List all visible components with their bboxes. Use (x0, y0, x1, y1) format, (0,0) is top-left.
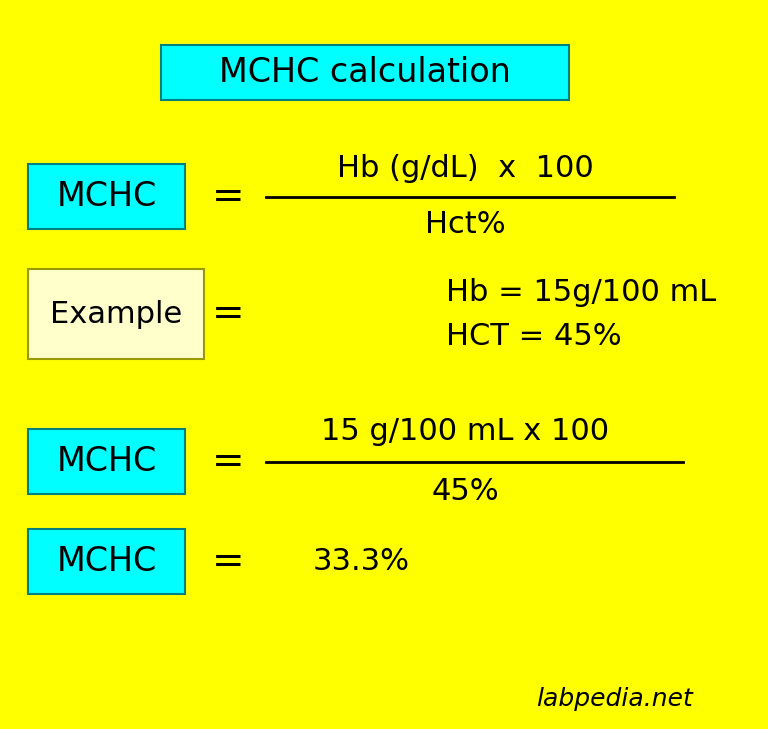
Text: =: = (211, 295, 244, 333)
Text: labpedia.net: labpedia.net (536, 687, 693, 711)
Text: Example: Example (50, 300, 182, 329)
FancyBboxPatch shape (28, 429, 185, 494)
Text: 45%: 45% (431, 477, 498, 506)
FancyBboxPatch shape (28, 529, 185, 594)
Text: 33.3%: 33.3% (313, 547, 410, 576)
Text: =: = (211, 177, 244, 216)
Text: 15 g/100 mL x 100: 15 g/100 mL x 100 (321, 417, 609, 446)
Text: HCT = 45%: HCT = 45% (446, 321, 621, 351)
Text: Hct%: Hct% (425, 210, 505, 239)
Text: MCHC: MCHC (57, 545, 157, 578)
Text: Hb (g/dL)  x  100: Hb (g/dL) x 100 (336, 154, 594, 183)
FancyBboxPatch shape (28, 269, 204, 359)
Text: =: = (211, 443, 244, 480)
Text: MCHC: MCHC (57, 180, 157, 213)
FancyBboxPatch shape (161, 45, 569, 100)
Text: MCHC: MCHC (57, 445, 157, 478)
FancyBboxPatch shape (28, 164, 185, 229)
Text: =: = (211, 542, 244, 580)
Text: MCHC calculation: MCHC calculation (220, 56, 511, 89)
Text: Hb = 15g/100 mL: Hb = 15g/100 mL (446, 278, 717, 306)
